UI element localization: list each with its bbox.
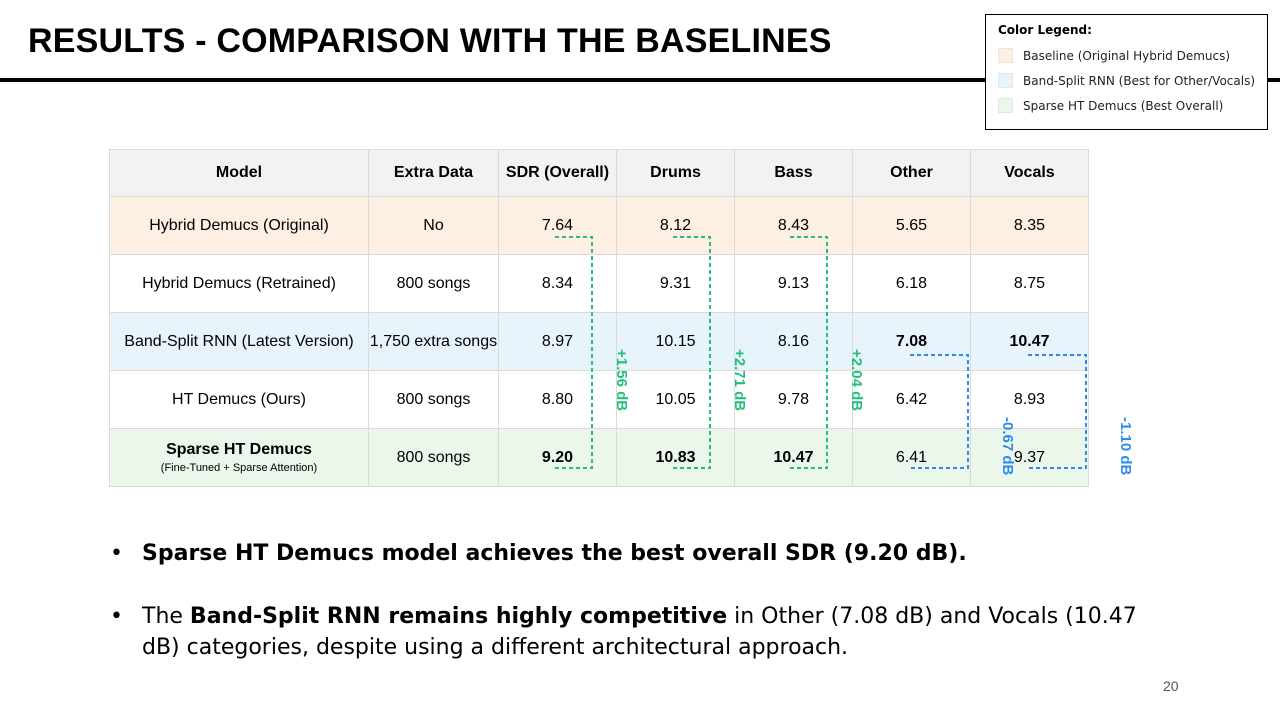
cell-bass: 9.13 bbox=[734, 254, 853, 313]
legend-item-sparse: Sparse HT Demucs (Best Overall) bbox=[998, 93, 1255, 118]
cell-vocals: 8.93 bbox=[970, 370, 1089, 429]
model-subtitle: (Fine-Tuned + Sparse Attention) bbox=[160, 462, 318, 474]
cell-bass: 9.78 bbox=[734, 370, 853, 429]
cell-drums: 9.31 bbox=[616, 254, 735, 313]
cell-sdr: 8.97 bbox=[498, 312, 617, 371]
legend-swatch-band-split bbox=[998, 73, 1013, 88]
cell-bass: 8.43 bbox=[734, 196, 853, 255]
cell-extra: 800 songs bbox=[368, 428, 499, 487]
header-bass: Bass bbox=[734, 149, 853, 197]
cell-other: 6.42 bbox=[852, 370, 971, 429]
table-row: Sparse HT Demucs (Fine-Tuned + Sparse At… bbox=[109, 428, 1089, 487]
cell-other: 7.08 bbox=[852, 312, 971, 371]
header-vocals: Vocals bbox=[970, 149, 1089, 197]
cell-drums: 8.12 bbox=[616, 196, 735, 255]
legend-label: Band-Split RNN (Best for Other/Vocals) bbox=[1023, 73, 1256, 88]
cell-drums: 10.05 bbox=[616, 370, 735, 429]
slide-title: RESULTS - COMPARISON WITH THE BASELINES bbox=[28, 22, 832, 60]
cell-model: Hybrid Demucs (Retrained) bbox=[109, 254, 369, 313]
cell-drums: 10.83 bbox=[616, 428, 735, 487]
legend-label: Sparse HT Demucs (Best Overall) bbox=[1023, 98, 1224, 113]
header-other: Other bbox=[852, 149, 971, 197]
page-number: 20 bbox=[1163, 678, 1179, 694]
header-model: Model bbox=[109, 149, 369, 197]
cell-vocals: 8.35 bbox=[970, 196, 1089, 255]
bullet-text: Sparse HT Demucs model achieves the best… bbox=[142, 541, 967, 566]
table-row: Band-Split RNN (Latest Version) 1,750 ex… bbox=[109, 312, 1089, 371]
color-legend: Color Legend: Baseline (Original Hybrid … bbox=[985, 14, 1268, 130]
bullet-item: Sparse HT Demucs model achieves the best… bbox=[110, 538, 1140, 569]
legend-title: Color Legend: bbox=[998, 23, 1092, 37]
cell-vocals: 10.47 bbox=[970, 312, 1089, 371]
legend-item-band-split: Band-Split RNN (Best for Other/Vocals) bbox=[998, 68, 1255, 93]
cell-vocals: 9.37 bbox=[970, 428, 1089, 487]
cell-sdr: 9.20 bbox=[498, 428, 617, 487]
table-row: HT Demucs (Ours) 800 songs 8.80 10.05 9.… bbox=[109, 370, 1089, 429]
bullet-item: The Band-Split RNN remains highly compet… bbox=[110, 601, 1140, 663]
cell-model: Hybrid Demucs (Original) bbox=[109, 196, 369, 255]
cell-sdr: 8.34 bbox=[498, 254, 617, 313]
legend-item-baseline: Baseline (Original Hybrid Demucs) bbox=[998, 43, 1255, 68]
title-underline bbox=[0, 78, 985, 82]
vocals-diff-label: -1.10 dB bbox=[1117, 417, 1134, 476]
cell-extra: 800 songs bbox=[368, 254, 499, 313]
header-extra-data: Extra Data bbox=[368, 149, 499, 197]
cell-other: 6.41 bbox=[852, 428, 971, 487]
bullet-list: Sparse HT Demucs model achieves the best… bbox=[110, 538, 1140, 695]
cell-model: Band-Split RNN (Latest Version) bbox=[109, 312, 369, 371]
legend-swatch-baseline bbox=[998, 48, 1013, 63]
table-row: Hybrid Demucs (Retrained) 800 songs 8.34… bbox=[109, 254, 1089, 313]
header-drums: Drums bbox=[616, 149, 735, 197]
cell-bass: 8.16 bbox=[734, 312, 853, 371]
legend-swatch-sparse bbox=[998, 98, 1013, 113]
cell-vocals: 8.75 bbox=[970, 254, 1089, 313]
bullet-text-bold: Band-Split RNN remains highly competitiv… bbox=[189, 604, 728, 629]
cell-sdr: 8.80 bbox=[498, 370, 617, 429]
cell-other: 6.18 bbox=[852, 254, 971, 313]
legend-label: Baseline (Original Hybrid Demucs) bbox=[1023, 48, 1231, 63]
cell-extra: 800 songs bbox=[368, 370, 499, 429]
bullet-text-post: in Other (7.08 dB) and Vocals (10.47 dB)… bbox=[142, 604, 1137, 660]
cell-extra: No bbox=[368, 196, 499, 255]
bullet-text-pre: The bbox=[142, 604, 190, 629]
cell-model: Sparse HT Demucs (Fine-Tuned + Sparse At… bbox=[109, 428, 369, 487]
header-sdr: SDR (Overall) bbox=[498, 149, 617, 197]
cell-other: 5.65 bbox=[852, 196, 971, 255]
cell-bass: 10.47 bbox=[734, 428, 853, 487]
model-name: Sparse HT Demucs bbox=[166, 441, 312, 458]
cell-model: HT Demucs (Ours) bbox=[109, 370, 369, 429]
cell-drums: 10.15 bbox=[616, 312, 735, 371]
table-row: Hybrid Demucs (Original) No 7.64 8.12 8.… bbox=[109, 196, 1089, 255]
table-header-row: Model Extra Data SDR (Overall) Drums Bas… bbox=[109, 149, 1089, 197]
cell-sdr: 7.64 bbox=[498, 196, 617, 255]
cell-extra: 1,750 extra songs bbox=[368, 312, 499, 371]
results-table: Model Extra Data SDR (Overall) Drums Bas… bbox=[109, 149, 1089, 487]
